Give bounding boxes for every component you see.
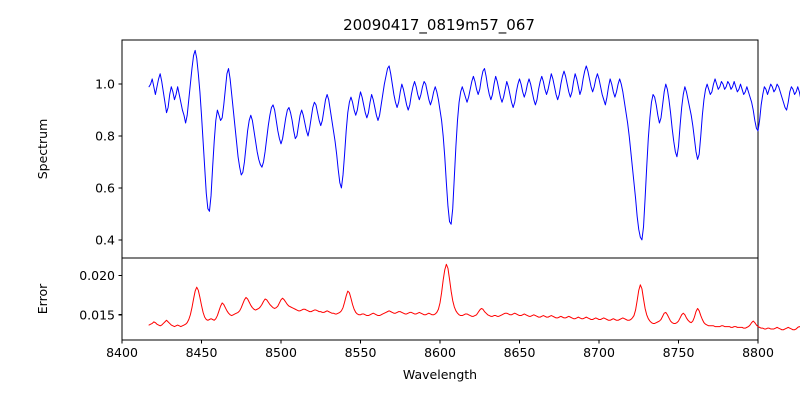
x-tick-label: 8700: [583, 345, 615, 360]
error-y-ticks: 0.015 0.020: [79, 268, 122, 322]
x-tick-label: 8500: [265, 345, 297, 360]
x-tick-label: 8600: [424, 345, 456, 360]
page-title: 20090417_0819m57_067: [343, 16, 535, 35]
spectrum-y-axis-label: Spectrum: [35, 119, 50, 180]
x-tick-label: 8400: [106, 345, 138, 360]
error-line: [148, 263, 800, 331]
x-tick-label: 8650: [504, 345, 536, 360]
y-tick-label: 0.015: [79, 307, 115, 322]
y-tick-label: 0.020: [79, 268, 115, 283]
x-tick-label: 8450: [186, 345, 218, 360]
y-tick-label: 1.0: [95, 77, 115, 92]
y-tick-label: 0.8: [95, 129, 115, 144]
error-y-axis-label: Error: [35, 283, 50, 314]
x-tick-label: 8750: [663, 345, 695, 360]
wavelength-x-ticks: 8400 8450 8500 8550 8600 8650 8700 8750 8800: [106, 340, 774, 360]
x-tick-label: 8800: [742, 345, 774, 360]
wavelength-x-axis-label: Wavelength: [403, 367, 477, 382]
spectrum-y-ticks: 0.4 0.6 0.8 1.0: [95, 77, 122, 247]
spectrum-panel: 0.4 0.6 0.8 1.0 Spectrum: [35, 39, 800, 259]
error-axes-frame: [121, 257, 759, 341]
x-tick-label: 8550: [345, 345, 377, 360]
spectrum-axes-frame: [121, 39, 759, 259]
y-tick-label: 0.4: [95, 232, 115, 247]
spectrum-line: [148, 49, 800, 241]
y-tick-label: 0.6: [95, 180, 115, 195]
